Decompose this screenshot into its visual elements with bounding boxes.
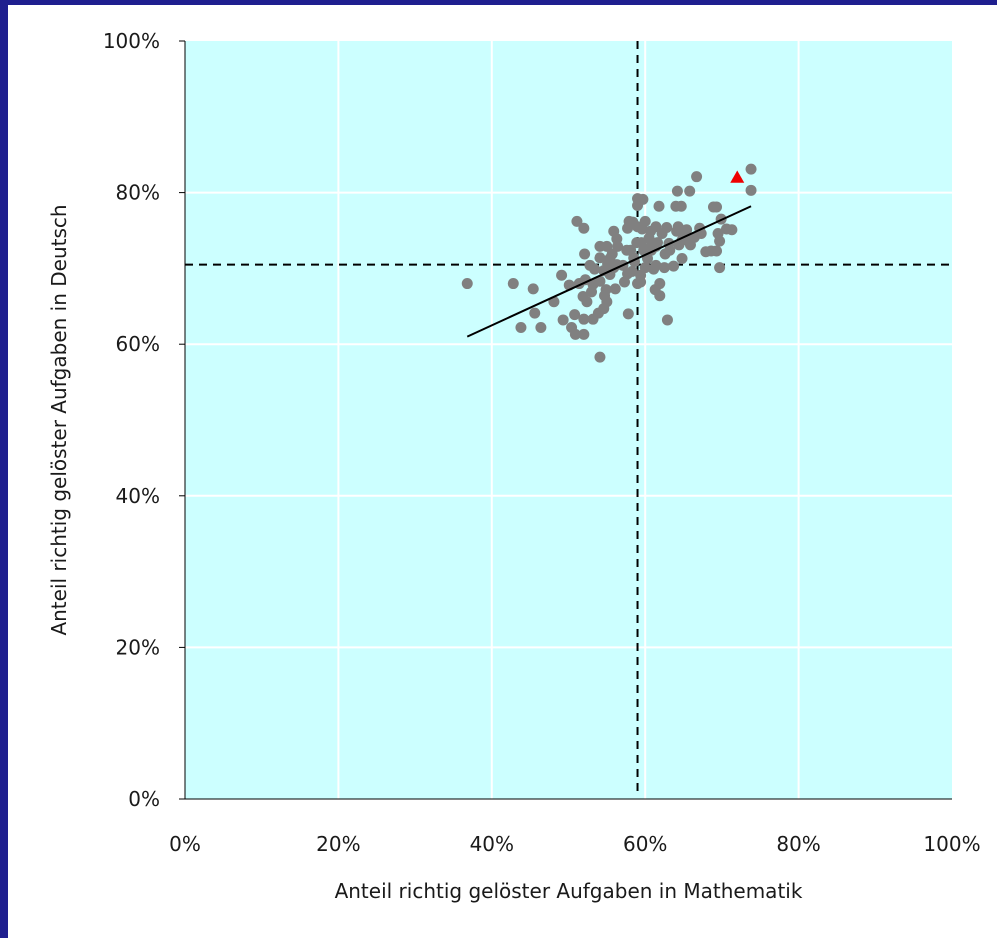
y-tick-label: 100% <box>103 29 160 53</box>
data-point <box>681 224 693 236</box>
data-point <box>581 296 593 308</box>
x-tick-label: 60% <box>623 832 667 856</box>
y-tick-label: 20% <box>116 635 160 659</box>
data-point <box>745 163 757 175</box>
data-point <box>569 328 581 340</box>
data-point <box>726 224 738 236</box>
data-point <box>637 193 649 205</box>
x-axis-title: Anteil richtig gelöster Aufgaben in Math… <box>335 879 803 903</box>
data-point <box>601 296 613 308</box>
data-point <box>578 328 590 340</box>
data-point <box>571 215 583 227</box>
data-point <box>529 307 541 319</box>
data-point <box>653 200 665 212</box>
data-point <box>594 275 606 287</box>
data-point <box>527 283 539 295</box>
data-point <box>639 262 651 274</box>
scatter-chart: 0% 20% 40% 60% 80% 100% 0% 20% 40% 60% 80% 100% Ante… <box>47 29 981 903</box>
x-tick-label: 20% <box>316 832 360 856</box>
x-tick-label: 40% <box>470 832 514 856</box>
data-point <box>661 314 673 326</box>
y-axis-title: Anteil richtig gelöster Aufgaben in Deut… <box>47 204 71 635</box>
plot-area <box>185 41 952 799</box>
data-point <box>654 278 666 290</box>
data-point <box>556 269 568 281</box>
x-tick-label: 0% <box>169 832 201 856</box>
data-point <box>600 284 612 296</box>
x-tick-label: 100% <box>923 832 980 856</box>
data-point <box>626 265 638 277</box>
data-point <box>618 276 630 288</box>
data-point <box>639 215 651 227</box>
data-point <box>578 222 590 234</box>
data-point <box>569 309 581 321</box>
data-point <box>684 185 696 197</box>
data-point <box>691 171 703 183</box>
data-point <box>622 308 634 320</box>
data-point <box>675 200 687 212</box>
y-tick-label: 0% <box>128 787 160 811</box>
data-point <box>714 262 726 274</box>
highlighted-point-triangle <box>730 170 745 183</box>
x-tick-label: 80% <box>776 832 820 856</box>
data-point <box>535 322 547 334</box>
data-point <box>557 314 569 326</box>
data-point <box>594 252 606 264</box>
y-tick-label: 40% <box>116 484 160 508</box>
trend-line <box>466 205 752 338</box>
data-point <box>612 240 624 252</box>
data-point <box>714 235 726 247</box>
data-point <box>671 185 683 197</box>
data-point <box>507 278 519 290</box>
data-point <box>651 237 663 249</box>
data-point <box>643 232 655 244</box>
data-point <box>650 259 662 271</box>
data-point <box>676 253 688 265</box>
chart-frame: 0% 20% 40% 60% 80% 100% 0% 20% 40% 60% 80% 100% Ante… <box>8 5 997 938</box>
data-point <box>658 262 670 274</box>
data-point <box>668 260 680 272</box>
data-point <box>461 278 473 290</box>
data-point <box>654 290 666 302</box>
data-point <box>579 248 591 260</box>
data-point <box>609 283 621 295</box>
y-tick-label: 80% <box>116 181 160 205</box>
data-point <box>711 201 723 213</box>
data-point <box>515 322 527 334</box>
y-tick-label: 60% <box>116 332 160 356</box>
data-point <box>661 221 673 233</box>
data-point <box>594 351 606 363</box>
data-point <box>745 184 757 196</box>
data-point <box>578 313 590 325</box>
data-point <box>589 263 601 275</box>
data-point <box>664 244 676 256</box>
data-point <box>711 245 723 257</box>
